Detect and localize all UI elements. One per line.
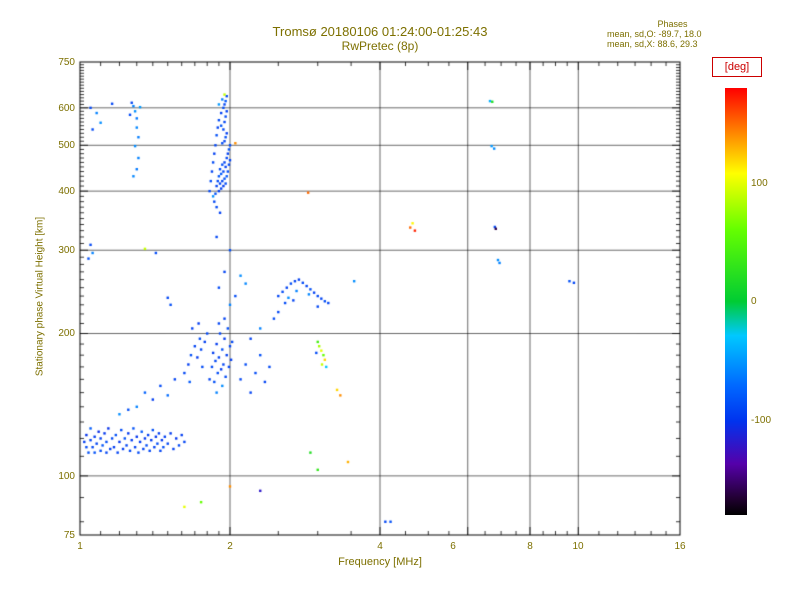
x-tick-label: 16: [674, 541, 686, 552]
x-axis-label: Frequency [MHz]: [338, 556, 422, 568]
stats-mean-sd-x: mean, sd,X: 88.6, 29.3: [607, 39, 698, 49]
x-tick-label: 1: [77, 541, 83, 552]
x-tick-label: 4: [377, 541, 383, 552]
x-tick-label: 6: [450, 541, 456, 552]
colorbar: [725, 88, 747, 515]
y-tick-label: 200: [58, 328, 75, 339]
page-title: Tromsø 20180106 01:24:00-01:25:43: [272, 24, 488, 39]
y-tick-label: 100: [58, 471, 75, 482]
colorbar-units-label: [deg]: [712, 57, 762, 77]
y-tick-label: 300: [58, 245, 75, 256]
x-tick-label: 2: [227, 541, 233, 552]
y-tick-label: 75: [63, 530, 75, 541]
colorbar-tick-label: 0: [751, 296, 757, 307]
x-tick-label: 8: [527, 541, 533, 552]
y-tick-label: 750: [58, 57, 75, 68]
stats-title: Phases: [657, 19, 688, 29]
y-tick-label: 400: [58, 186, 75, 197]
colorbar-tick-label: 100: [751, 178, 768, 189]
phase-stats-block: Phases mean, sd,O: -89.7, 18.0 mean, sd,…: [595, 19, 750, 49]
x-tick-label: 10: [572, 541, 584, 552]
y-tick-label: 500: [58, 140, 75, 151]
colorbar-tick-label: -100: [751, 415, 772, 426]
y-tick-label: 600: [58, 103, 75, 114]
plot-subtitle: RwPretec (8p): [341, 39, 419, 53]
stats-mean-sd-o: mean, sd,O: -89.7, 18.0: [607, 29, 702, 39]
